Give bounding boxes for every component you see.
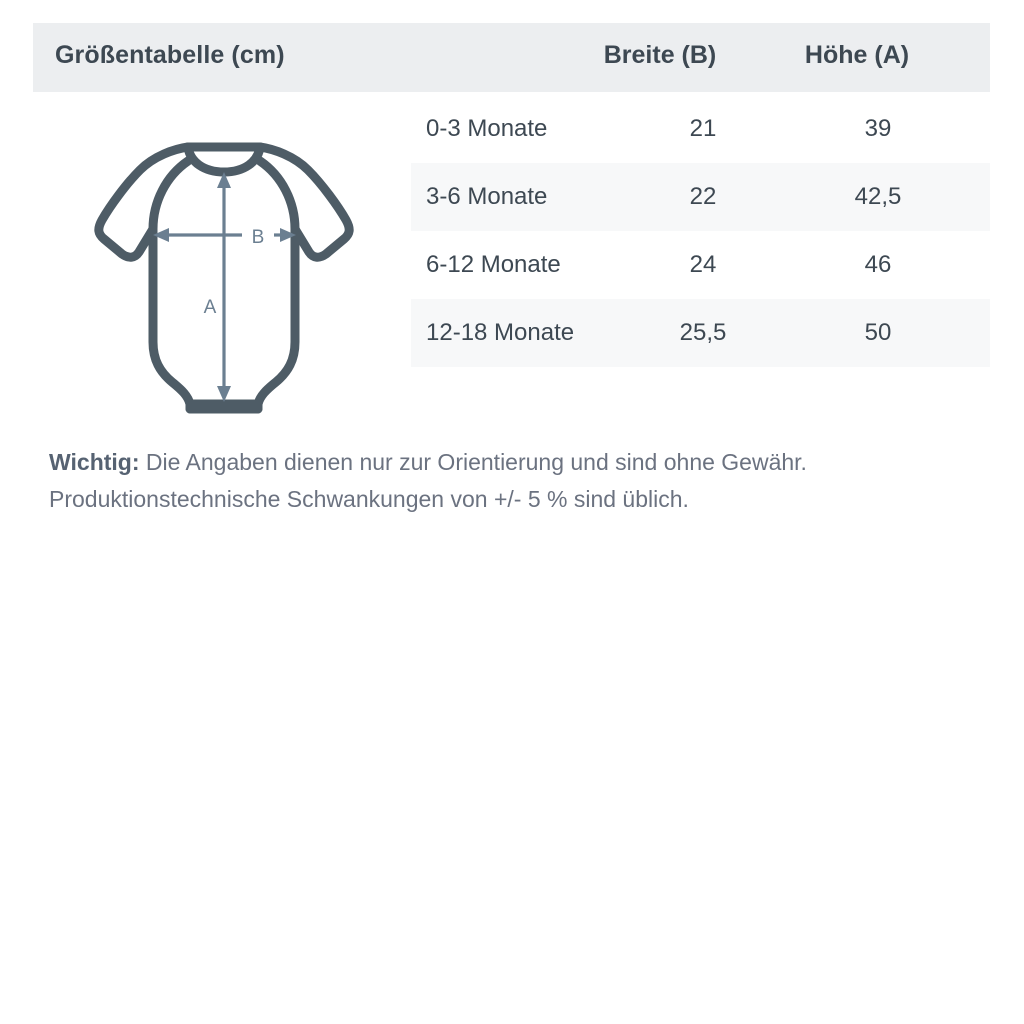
width-measure-label: B (252, 227, 265, 248)
cell-width-value: 21 (689, 115, 717, 142)
cell-width-value: 24 (689, 251, 717, 278)
measurement-arrows (153, 172, 296, 402)
cell-size: 3-6 Monate (426, 183, 548, 210)
table-row: 12-18 Monate 25,5 50 (411, 299, 990, 367)
footnote-lead: Wichtig: (49, 449, 140, 475)
column-header-width: Breite (B) (603, 41, 717, 69)
cell-height-value: 50 (864, 319, 892, 346)
cell-size: 0-3 Monate (426, 115, 548, 142)
table-row: 3-6 Monate 22 42,5 (411, 163, 990, 231)
cell-width-value: 25,5 (679, 319, 727, 346)
footnote-text: Die Angaben dienen nur zur Orientierung … (49, 449, 807, 512)
page-title: Größentabelle (cm) (55, 41, 285, 69)
table-header-band (33, 23, 990, 92)
cell-width-value: 22 (689, 183, 717, 210)
height-measure-arrow (217, 172, 231, 402)
width-measure-arrow (153, 228, 296, 242)
cell-size: 6-12 Monate (426, 251, 561, 278)
cell-height-value: 39 (864, 115, 892, 142)
cell-size: 12-18 Monate (426, 319, 575, 346)
table-row: 6-12 Monate 24 46 (411, 231, 990, 299)
cell-height-value: 42,5 (854, 183, 902, 210)
footnote: Wichtig: Die Angaben dienen nur zur Orie… (49, 444, 989, 518)
size-table: 0-3 Monate 21 39 3-6 Monate 22 42,5 6-12… (411, 95, 990, 367)
cell-height-value: 46 (864, 251, 892, 278)
column-header-height: Höhe (A) (804, 41, 910, 69)
table-row: 0-3 Monate 21 39 (411, 95, 990, 163)
height-measure-label: A (204, 297, 217, 318)
bodysuit-illustration: B A (78, 128, 370, 418)
